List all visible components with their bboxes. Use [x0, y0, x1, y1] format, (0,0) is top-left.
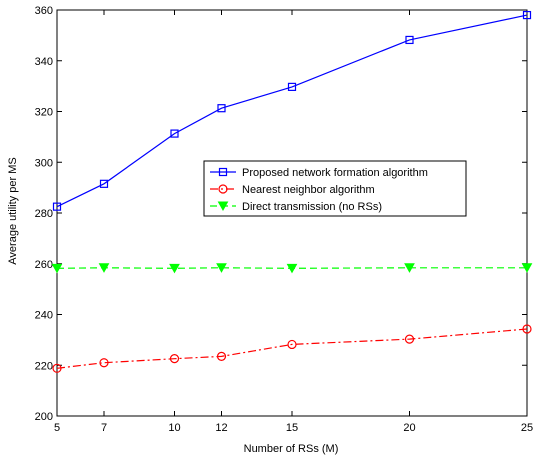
- x-tick-label: 25: [521, 422, 533, 434]
- data-point: [52, 363, 62, 373]
- data-point: [287, 82, 297, 91]
- series-line: [56, 14, 528, 208]
- x-tick-label: 5: [54, 422, 60, 434]
- data-point: [521, 263, 533, 273]
- data-point: [99, 179, 109, 188]
- data-point: [52, 202, 62, 211]
- series-2: [52, 324, 532, 373]
- series-layer: [51, 10, 533, 373]
- y-tick-label: 280: [35, 208, 53, 220]
- series-line: [56, 328, 528, 369]
- data-point: [98, 263, 110, 273]
- y-tick-label: 320: [35, 107, 53, 119]
- y-tick-label: 300: [35, 157, 53, 169]
- data-point: [405, 35, 414, 45]
- x-tick-label: 7: [101, 422, 107, 434]
- y-tick-label: 200: [35, 411, 53, 423]
- data-point: [216, 263, 227, 273]
- legend: Proposed network formation algorithm Near…: [203, 160, 467, 217]
- data-point: [169, 263, 180, 274]
- data-point: [217, 104, 226, 113]
- legend-label: Proposed network formation algorithm: [242, 167, 428, 179]
- legend-label: Direct transmission (no RSs): [242, 201, 382, 213]
- y-tick-label: 360: [35, 5, 53, 17]
- data-point: [522, 10, 532, 20]
- data-point: [51, 263, 63, 274]
- legend-box: [203, 160, 467, 217]
- y-tick-label: 240: [35, 310, 53, 322]
- series-1: [52, 10, 532, 211]
- axis-ticks: 5 7 10 12 15 20 25 200 220 240 260 280 300 320 340 360: [35, 5, 533, 434]
- series-3: [51, 263, 533, 274]
- x-tick-label: 10: [168, 422, 180, 434]
- legend-label: Nearest neighbor algorithm: [242, 184, 375, 196]
- data-point: [522, 324, 532, 334]
- data-point: [404, 334, 415, 344]
- x-tick-label: 12: [215, 422, 227, 434]
- y-tick-label: 340: [35, 56, 53, 68]
- x-axis-label: Number of RSs (M): [244, 443, 339, 455]
- y-tick-label: 260: [35, 259, 53, 271]
- data-point: [169, 354, 180, 364]
- y-tick-label: 220: [35, 360, 53, 372]
- data-point: [287, 339, 297, 350]
- data-point: [217, 201, 229, 212]
- data-point: [286, 263, 298, 274]
- data-point: [170, 129, 179, 138]
- data-point: [99, 358, 109, 368]
- x-tick-label: 20: [403, 422, 415, 434]
- data-point: [404, 263, 415, 273]
- x-tick-label: 15: [286, 422, 298, 434]
- data-point: [216, 351, 227, 361]
- data-point: [218, 184, 228, 194]
- data-point: [218, 167, 228, 177]
- y-axis-label: Average utility per MS: [7, 157, 19, 264]
